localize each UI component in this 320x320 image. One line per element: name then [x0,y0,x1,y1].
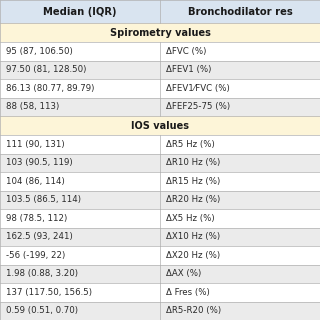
Text: ΔR15 Hz (%): ΔR15 Hz (%) [166,177,220,186]
Text: ΔFEF25-75 (%): ΔFEF25-75 (%) [166,102,230,111]
Text: 103.5 (86.5, 114): 103.5 (86.5, 114) [6,196,81,204]
Bar [0,283,320,301]
Text: Median (IQR): Median (IQR) [43,7,117,17]
Text: 1.98 (0.88, 3.20): 1.98 (0.88, 3.20) [6,269,78,278]
Bar [0,228,320,246]
Text: ΔX5 Hz (%): ΔX5 Hz (%) [166,214,215,223]
Text: ΔR10 Hz (%): ΔR10 Hz (%) [166,158,220,167]
Text: IOS values: IOS values [131,121,189,131]
Text: ΔFVC (%): ΔFVC (%) [166,47,206,56]
Text: ΔAX (%): ΔAX (%) [166,269,201,278]
Text: Bronchodilator res: Bronchodilator res [188,7,292,17]
Text: 104 (86, 114): 104 (86, 114) [6,177,65,186]
Bar [0,135,320,154]
Text: 86.13 (80.77, 89.79): 86.13 (80.77, 89.79) [6,84,94,93]
Text: ΔR5 Hz (%): ΔR5 Hz (%) [166,140,215,149]
Bar [0,265,320,283]
Bar [0,172,320,191]
Text: ΔFEV1 (%): ΔFEV1 (%) [166,66,212,75]
Text: 162.5 (93, 241): 162.5 (93, 241) [6,232,73,241]
Bar [0,246,320,265]
Text: -56 (-199, 22): -56 (-199, 22) [6,251,65,260]
Bar [0,23,320,42]
Text: Spirometry values: Spirometry values [109,28,211,38]
Text: ΔX10 Hz (%): ΔX10 Hz (%) [166,232,220,241]
Text: 103 (90.5, 119): 103 (90.5, 119) [6,158,73,167]
Bar [0,191,320,209]
Text: 88 (58, 113): 88 (58, 113) [6,102,59,111]
Bar [0,301,320,320]
Text: ΔFEV1⁄FVC (%): ΔFEV1⁄FVC (%) [166,84,230,93]
Text: ΔR5-R20 (%): ΔR5-R20 (%) [166,306,221,315]
Bar [0,0,320,23]
Text: 95 (87, 106.50): 95 (87, 106.50) [6,47,73,56]
Text: Δ Fres (%): Δ Fres (%) [166,288,210,297]
Bar [0,79,320,98]
Text: ΔR20 Hz (%): ΔR20 Hz (%) [166,196,220,204]
Text: 0.59 (0.51, 0.70): 0.59 (0.51, 0.70) [6,306,78,315]
Text: ΔX20 Hz (%): ΔX20 Hz (%) [166,251,220,260]
Text: 98 (78.5, 112): 98 (78.5, 112) [6,214,67,223]
Bar [0,98,320,116]
Bar [0,154,320,172]
Text: 137 (117.50, 156.5): 137 (117.50, 156.5) [6,288,92,297]
Bar [0,209,320,228]
Bar [0,42,320,61]
Text: 97.50 (81, 128.50): 97.50 (81, 128.50) [6,66,86,75]
Bar [0,116,320,135]
Bar [0,61,320,79]
Text: 111 (90, 131): 111 (90, 131) [6,140,65,149]
